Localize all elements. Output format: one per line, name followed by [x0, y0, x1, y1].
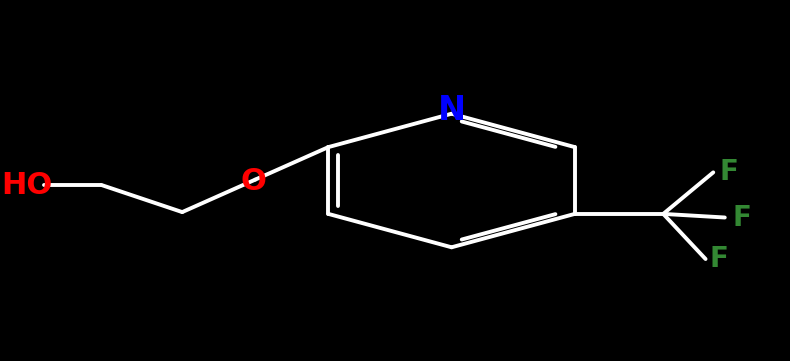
Text: N: N: [438, 93, 465, 127]
Text: F: F: [710, 245, 729, 273]
Text: F: F: [719, 158, 738, 186]
Text: O: O: [241, 167, 267, 196]
Text: F: F: [732, 204, 751, 231]
Text: HO: HO: [2, 170, 52, 200]
